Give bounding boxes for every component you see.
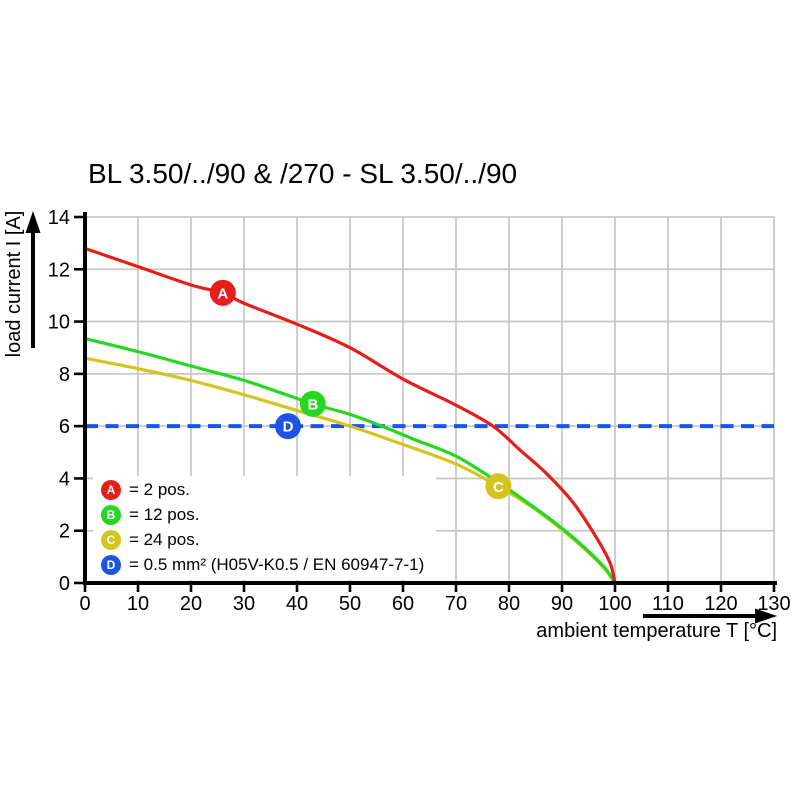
chart-title: BL 3.50/../90 & /270 - SL 3.50/../90 [88, 158, 518, 189]
marker-letter-C: C [493, 479, 504, 496]
legend-label-b: = 12 pos. [129, 504, 200, 524]
y-tick-label: 4 [59, 468, 70, 490]
legend-item-b: B = 12 pos. [101, 502, 424, 527]
x-tick-label: 110 [652, 593, 684, 615]
marker-C [485, 473, 512, 500]
y-tick-label: 8 [59, 364, 70, 386]
x-tick-label: 60 [392, 593, 414, 615]
legend-marker-c-icon: C [101, 529, 121, 550]
x-tick-label: 80 [498, 593, 520, 615]
y-tick-label: 10 [48, 312, 70, 334]
x-axis-arrow-icon [755, 608, 777, 624]
x-tick-label: 20 [180, 593, 202, 615]
x-tick-label: 90 [551, 593, 573, 615]
x-tick-label: 40 [286, 593, 308, 615]
x-tick-label: 0 [79, 593, 90, 615]
y-tick-label: 12 [48, 259, 70, 281]
y-tick-label: 2 [59, 521, 70, 543]
legend-item-c: C = 24 pos. [101, 527, 424, 552]
curve-A [84, 246, 617, 584]
marker-letter-B: B [307, 396, 318, 413]
y-tick-label: 6 [59, 416, 70, 438]
marker-letter-D: D [283, 419, 294, 436]
legend-item-d: D = 0.5 mm² (H05V-K0.5 / EN 60947-7-1) [101, 552, 424, 577]
marker-B [299, 390, 326, 417]
x-tick-label: 30 [233, 593, 255, 615]
legend-marker-b-icon: B [101, 504, 121, 525]
legend-label-a: = 2 pos. [129, 479, 190, 499]
legend-marker-a-icon: A [101, 479, 121, 500]
x-axis-label: ambient temperature T [°C] [536, 620, 777, 642]
y-tick-label: 0 [59, 573, 70, 595]
legend-marker-d-icon: D [101, 554, 121, 575]
x-tick-label: 50 [339, 593, 361, 615]
x-tick-label: 120 [704, 593, 737, 615]
curve-B [84, 337, 617, 584]
legend-label-c: = 24 pos. [129, 529, 200, 549]
legend-item-a: A = 2 pos. [101, 477, 424, 502]
x-tick-label: 10 [127, 593, 149, 615]
x-tick-label: 70 [445, 593, 467, 615]
marker-A [209, 279, 236, 306]
x-tick-label: 130 [757, 593, 790, 615]
legend-label-d: = 0.5 mm² (H05V-K0.5 / EN 60947-7-1) [129, 554, 425, 574]
marker-letter-A: A [217, 285, 228, 302]
x-tick-label: 100 [598, 593, 631, 615]
marker-D [274, 413, 301, 440]
legend: A = 2 pos. B = 12 pos. C = 24 pos. D = 0… [93, 476, 437, 580]
y-axis-arrow-icon [25, 211, 41, 233]
y-tick-label: 14 [48, 207, 70, 229]
y-axis-label: load current I [A] [3, 210, 25, 358]
